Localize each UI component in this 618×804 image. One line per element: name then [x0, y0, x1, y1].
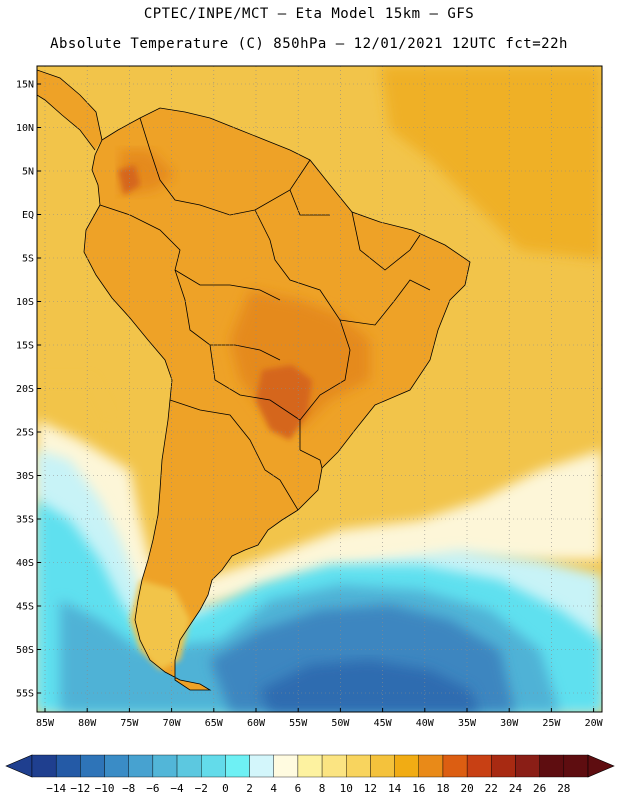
colorbar-label: 12 [364, 782, 377, 795]
latitude-label: EQ [22, 210, 34, 221]
latitude-label: 15S [16, 341, 34, 352]
colorbar-bin [394, 754, 419, 778]
colorbar-bin [491, 754, 516, 778]
longitude-label: 60W [247, 718, 266, 729]
colorbar-bin [249, 754, 274, 778]
latitude-label: 5S [22, 254, 34, 265]
longitude-label: 75W [120, 718, 139, 729]
colorbar-label: 26 [533, 782, 546, 795]
colorbar-label: −12 [70, 782, 90, 795]
latitude-label: 5N [22, 167, 34, 178]
latitude-label: 25S [16, 428, 34, 439]
colorbar-bin [539, 754, 565, 778]
colorbar-arrow-left [5, 754, 33, 778]
colorbar-bin [55, 754, 81, 778]
latitude-label: 45S [16, 602, 34, 613]
colorbar-bin [225, 754, 250, 778]
longitude-label: 70W [163, 718, 182, 729]
colorbar-label: −10 [95, 782, 115, 795]
colorbar-bin [466, 754, 492, 778]
colorbar-bin [152, 754, 178, 778]
colorbar-bin [418, 754, 444, 778]
colorbar-bin [31, 754, 57, 778]
colorbar-bin [80, 754, 105, 778]
longitude-label: 40W [416, 718, 435, 729]
colorbar-label: 22 [485, 782, 498, 795]
longitude-label: 65W [205, 718, 224, 729]
colorbar-label: −2 [195, 782, 208, 795]
latitude-label: 40S [16, 558, 34, 569]
latitude-ticks: 15N 10N 5N EQ 5S 10S 15S 20S 25S 30S 35S 40S 45S 50S 5… [16, 80, 41, 700]
longitude-label: 45W [374, 718, 393, 729]
colorbar-bin [297, 754, 323, 778]
longitude-label: 25W [542, 718, 561, 729]
colorbar-label: 10 [340, 782, 353, 795]
latitude-label: 20S [16, 384, 34, 395]
colorbar-bin [321, 754, 347, 778]
colorbar-label: 14 [388, 782, 402, 795]
colorbar-label: −6 [146, 782, 159, 795]
colorbar-label: −8 [122, 782, 135, 795]
colorbar-bin [176, 754, 202, 778]
colorbar-bin [104, 754, 129, 778]
colorbar-label: 24 [509, 782, 523, 795]
temperature-field [37, 66, 602, 712]
latitude-label: 50S [16, 645, 34, 656]
colorbar-label: 6 [295, 782, 302, 795]
latitude-label: 30S [16, 471, 34, 482]
longitude-label: 80W [78, 718, 97, 729]
map-title-line1: CPTEC/INPE/MCT – Eta Model 15km – GFS [143, 6, 475, 22]
colorbar-label: 28 [557, 782, 570, 795]
map-title-line2: Absolute Temperature (C) 850hPa – 12/01/… [50, 36, 568, 52]
longitude-ticks: 85W 80W 75W 70W 65W 60W 55W 50W 45W 40W 35W 30W 25W 2… [36, 708, 604, 729]
colorbar-bin [128, 754, 154, 778]
colorbar-bin [273, 754, 299, 778]
political-boundaries [37, 69, 471, 691]
colorbar-bin [442, 754, 468, 778]
colorbar-bin [515, 754, 540, 778]
colorbar-bin [563, 754, 589, 778]
colorbar: −14 −12 −10 −8 −6 −4 −2 0 2 4 6 8 10 12 14 16 18 20 22 24 26… [5, 754, 615, 795]
longitude-label: 85W [36, 718, 55, 729]
longitude-label: 20W [585, 718, 604, 729]
latitude-label: 10S [16, 297, 34, 308]
colorbar-label: −4 [170, 782, 184, 795]
colorbar-bin [346, 754, 371, 778]
colorbar-bin [201, 754, 226, 778]
longitude-label: 30W [500, 718, 519, 729]
colorbar-label: 20 [461, 782, 474, 795]
longitude-label: 55W [289, 718, 308, 729]
colorbar-label: 16 [412, 782, 425, 795]
latitude-label: 55S [16, 689, 34, 700]
longitude-label: 35W [458, 718, 477, 729]
colorbar-label: 4 [270, 782, 277, 795]
colorbar-label: −14 [46, 782, 66, 795]
colorbar-label: 0 [222, 782, 229, 795]
colorbar-label: 8 [319, 782, 326, 795]
latitude-label: 10N [16, 123, 34, 134]
colorbar-arrow-right [587, 754, 615, 778]
colorbar-label: 18 [436, 782, 449, 795]
latitude-label: 35S [16, 515, 34, 526]
longitude-label: 50W [331, 718, 350, 729]
latitude-label: 15N [16, 80, 34, 91]
colorbar-label: 2 [246, 782, 253, 795]
colorbar-bin [370, 754, 395, 778]
